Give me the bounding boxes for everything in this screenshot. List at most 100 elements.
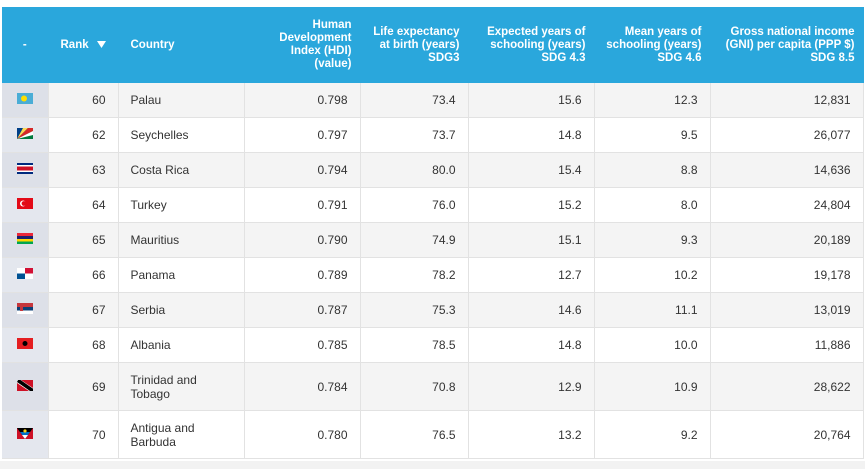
cell-text: 70.8 — [432, 379, 456, 394]
cell-text: 14.8 — [558, 338, 582, 352]
cell-text: 11.1 — [675, 303, 698, 317]
value-cell: 15.1 — [468, 222, 595, 258]
value-cell: 78.2 — [360, 257, 469, 293]
column-header[interactable]: Life expectancy at birth (years) SDG3 — [360, 7, 469, 83]
cell-text: 8.8 — [680, 163, 698, 177]
cell-text: 78.5 — [432, 338, 456, 352]
country-name: Costa Rica — [130, 163, 190, 177]
column-header[interactable]: Human Development Index (HDI) (value) — [244, 7, 361, 83]
value-cell: 70.8 — [360, 362, 469, 411]
table-row[interactable]: 62 Seychelles 0.797 73.7 14.8 9.5 26,077 — [2, 117, 864, 153]
country-cell: Trinidad and Tobago — [118, 362, 245, 411]
value-cell: 78.5 — [360, 327, 469, 363]
value-cell: 8.0 — [594, 187, 711, 223]
header-line: schooling (years) — [606, 38, 702, 51]
cell-text: 0.785 — [317, 338, 348, 352]
cell-text: 73.4 — [432, 93, 456, 107]
value-cell: 0.790 — [244, 222, 361, 258]
value-cell: 0.798 — [244, 83, 361, 118]
value-cell: 0.789 — [244, 257, 361, 293]
cell-text: 0.790 — [317, 233, 348, 247]
value-cell: 66 — [48, 257, 119, 293]
flag-cell — [2, 327, 49, 363]
cell-text: 15.1 — [558, 233, 582, 247]
cell-text: 15.2 — [558, 198, 582, 212]
table-row[interactable]: 67 Serbia 0.787 75.3 14.6 11.1 13,019 — [2, 292, 864, 328]
value-cell: 10.0 — [594, 327, 711, 363]
cell-text: 69 — [92, 379, 106, 394]
cell-text: 24,804 — [813, 198, 851, 212]
cell-text: 12.9 — [558, 379, 582, 394]
value-cell: 14.8 — [468, 327, 595, 363]
table-row[interactable]: 60 Palau 0.798 73.4 15.6 12.3 12,831 — [2, 83, 864, 118]
cell-text: 28,622 — [813, 379, 851, 394]
table-row[interactable]: 69 Trinidad and Tobago 0.784 70.8 12.9 10.9 28… — [2, 362, 864, 411]
table-row[interactable]: 68 Albania 0.785 78.5 14.8 10.0 11,886 — [2, 327, 864, 363]
value-cell: 10.9 — [594, 362, 711, 411]
value-cell: 0.784 — [244, 362, 361, 411]
value-cell: 19,178 — [710, 257, 864, 293]
cell-text: 74.9 — [432, 233, 456, 247]
cell-text: 0.789 — [317, 268, 348, 282]
table-row[interactable]: 66 Panama 0.789 78.2 12.7 10.2 19,178 — [2, 257, 864, 293]
column-header[interactable]: Rank — [48, 7, 119, 83]
cell-text: 15.4 — [558, 163, 582, 177]
cell-text: 14.8 — [558, 128, 582, 142]
cell-text: 68 — [92, 338, 106, 352]
value-cell: 75.3 — [360, 292, 469, 328]
header-line: Development — [279, 32, 352, 44]
header-line: Mean years of — [624, 25, 702, 38]
header-line: at birth (years) — [379, 38, 460, 51]
cell-text: 70 — [92, 427, 106, 442]
table-row[interactable]: 63 Costa Rica 0.794 80.0 15.4 8.8 14,636 — [2, 152, 864, 188]
value-cell: 14.8 — [468, 117, 595, 153]
value-cell: 20,189 — [710, 222, 864, 258]
flag-cell — [2, 117, 49, 153]
cell-text: 13,019 — [813, 303, 851, 317]
country-name: Turkey — [130, 198, 167, 212]
value-cell: 15.6 — [468, 83, 595, 118]
value-cell: 20,764 — [710, 410, 864, 459]
flag-icon — [16, 303, 33, 314]
value-cell: 24,804 — [710, 187, 864, 223]
cell-text: 76.5 — [432, 427, 456, 442]
value-cell: 76.5 — [360, 410, 469, 459]
value-cell: 70 — [48, 410, 119, 459]
cell-text: 65 — [92, 233, 106, 247]
country-cell: Mauritius — [118, 222, 245, 258]
flag-icon — [16, 379, 33, 391]
cell-text: 64 — [92, 198, 106, 212]
value-cell: 73.4 — [360, 83, 469, 118]
value-cell: 0.791 — [244, 187, 361, 223]
sort-arrow[interactable] — [96, 40, 106, 48]
column-header[interactable]: Mean years of schooling (years) SDG 4.6 — [594, 7, 711, 83]
flag-icon — [16, 233, 33, 244]
value-cell: 62 — [48, 117, 119, 153]
cell-text: 67 — [92, 303, 106, 317]
column-header[interactable]: - — [2, 7, 49, 83]
country-cell: Turkey — [118, 187, 245, 223]
value-cell: 26,077 — [710, 117, 864, 153]
flag-icon — [16, 128, 33, 139]
table-row[interactable]: 70 Antigua and Barbuda 0.780 76.5 13.2 9.2 20,… — [2, 410, 864, 459]
flag-cell — [2, 362, 49, 411]
column-header[interactable]: Country — [118, 7, 245, 83]
hdi-table: - Rank Country Human Development Index (HDI)(… — [2, 7, 864, 459]
country-cell: Seychelles — [118, 117, 245, 153]
country-cell: Albania — [118, 327, 245, 363]
header-line: schooling (years) — [490, 38, 586, 51]
country-name: Antigua and Barbuda — [130, 420, 195, 449]
flag-cell — [2, 83, 49, 118]
value-cell: 15.2 — [468, 187, 595, 223]
table-row[interactable]: 65 Mauritius 0.790 74.9 15.1 9.3 20,189 — [2, 222, 864, 258]
table-row[interactable]: 64 Turkey 0.791 76.0 15.2 8.0 24,804 — [2, 187, 864, 223]
header-line: Human — [312, 19, 352, 31]
header-line: (GNI) per capita (PPP $) — [725, 38, 855, 51]
column-header[interactable]: Gross national income (GNI) per capita (P… — [710, 7, 864, 83]
header-line: SDG 8.5 — [810, 51, 855, 64]
column-header[interactable]: Expected years of schooling (years) SDG 4.… — [468, 7, 595, 83]
cell-text: 14,636 — [813, 163, 851, 177]
header-line: Life expectancy — [373, 25, 460, 38]
cell-text: 0.787 — [317, 303, 348, 317]
flag-cell — [2, 187, 49, 223]
